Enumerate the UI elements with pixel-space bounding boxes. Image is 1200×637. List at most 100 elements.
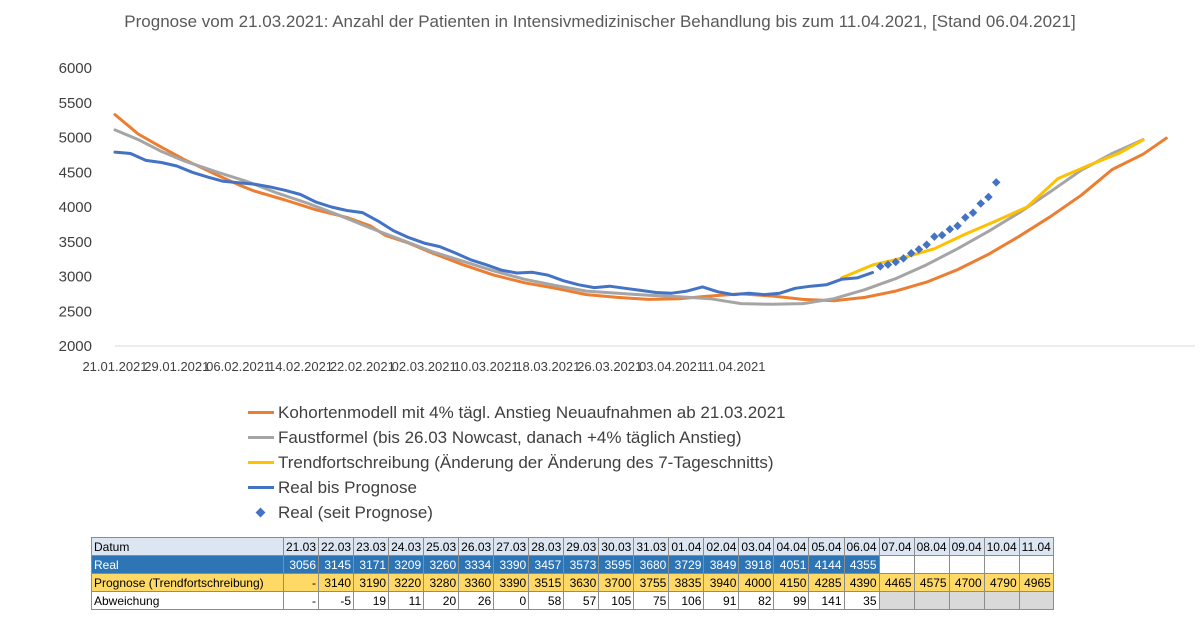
table-cell: 28.03 bbox=[528, 537, 565, 556]
legend-label-real-bis-prognose: Real bis Prognose bbox=[278, 477, 417, 497]
table-cell: 21.03 bbox=[282, 537, 320, 556]
series-marker-point bbox=[945, 224, 955, 234]
legend-item-kohortenmodell: Kohortenmodell mit 4% tägl. Anstieg Neua… bbox=[248, 400, 786, 425]
x-tick-label: 11.04.2021 bbox=[701, 359, 765, 374]
table-cell: 10.04 bbox=[983, 537, 1020, 556]
table-cell bbox=[983, 555, 1020, 574]
x-tick-label: 18.03.2021 bbox=[515, 359, 580, 374]
line-chart: 2000 2500 3000 3500 4000 4500 5000 5500 6000 21.… bbox=[59, 60, 1195, 374]
table-cell: 57 bbox=[563, 591, 600, 610]
series-marker-point bbox=[968, 208, 978, 217]
series-marker-point bbox=[930, 232, 939, 241]
table-cell: 23.03 bbox=[353, 537, 390, 556]
table-cell: 99 bbox=[773, 591, 810, 610]
table-cell: 4144 bbox=[808, 555, 845, 574]
legend-label-faustformel: Faustformel (bis 26.03 Nowcast, danach +… bbox=[278, 427, 742, 447]
legend-label-trendfortschreibung: Trendfortschreibung (Änderung der Änderu… bbox=[278, 452, 774, 472]
table-cell: 3280 bbox=[423, 573, 460, 592]
table-cell: 4390 bbox=[843, 573, 880, 592]
table-cell: 25.03 bbox=[423, 537, 460, 556]
table-cell: 3515 bbox=[528, 573, 565, 592]
table-cell: 3630 bbox=[563, 573, 600, 592]
table-cell bbox=[1018, 555, 1054, 574]
series-line-1 bbox=[113, 128, 1145, 306]
series-marker-point bbox=[984, 192, 993, 202]
series-marker-point bbox=[937, 230, 947, 240]
chart-title: Prognose vom 21.03.2021: Anzahl der Pati… bbox=[124, 12, 1076, 31]
table-cell: 3755 bbox=[633, 573, 670, 592]
legend-item-real-bis-prognose: Real bis Prognose bbox=[248, 475, 786, 500]
y-tick-label: 2000 bbox=[59, 338, 92, 355]
table-cell: 3729 bbox=[668, 555, 705, 574]
table-cell: 4285 bbox=[808, 573, 845, 592]
table-row-prognose: Prognose (Trendfortschreibung) -3140 3190 3… bbox=[91, 573, 1054, 592]
x-tick-label: 10.03.2021 bbox=[454, 359, 519, 374]
table-cell bbox=[913, 555, 950, 574]
table-cell: 4355 bbox=[843, 555, 880, 574]
series-marker-point bbox=[876, 262, 885, 271]
table-row-label: Prognose (Trendfortschreibung) bbox=[91, 573, 284, 592]
table-cell: 58 bbox=[528, 591, 565, 610]
table-cell: 06.04 bbox=[843, 537, 880, 556]
table-cell: 29.03 bbox=[563, 537, 600, 556]
y-axis: 2000 2500 3000 3500 4000 4500 5000 5500 6000 bbox=[59, 60, 92, 355]
y-tick-label: 4500 bbox=[59, 164, 92, 181]
table-cell: 82 bbox=[738, 591, 775, 610]
table-cell: 141 bbox=[808, 591, 845, 610]
table-cell bbox=[948, 591, 985, 610]
table-cell: 3918 bbox=[738, 555, 775, 574]
table-header-row: Datum 21.03 22.03 23.03 24.03 25.03 26.03 27.03… bbox=[91, 537, 1054, 556]
table-cell: 24.03 bbox=[388, 537, 425, 556]
table-cell: 3700 bbox=[598, 573, 635, 592]
legend-item-faustformel: Faustformel (bis 26.03 Nowcast, danach +… bbox=[248, 425, 786, 450]
x-tick-label: 22.02.2021 bbox=[330, 359, 395, 374]
table-row-label: Datum bbox=[91, 537, 284, 556]
y-tick-label: 3000 bbox=[59, 269, 92, 286]
table-cell: 3209 bbox=[388, 555, 425, 574]
table-cell: 91 bbox=[703, 591, 740, 610]
table-cell: 75 bbox=[633, 591, 670, 610]
table-cell: 3220 bbox=[388, 573, 425, 592]
legend: Kohortenmodell mit 4% tägl. Anstieg Neua… bbox=[248, 400, 786, 525]
table-cell: 11 bbox=[388, 591, 425, 610]
table-cell: 3190 bbox=[353, 573, 390, 592]
table-cell bbox=[913, 591, 950, 610]
table-cell: 30.03 bbox=[598, 537, 635, 556]
series-marker-point bbox=[961, 213, 970, 222]
table-cell: 3457 bbox=[528, 555, 565, 574]
legend-swatch-trendfortschreibung bbox=[248, 461, 274, 464]
table-cell: 02.04 bbox=[703, 537, 740, 556]
x-tick-label: 14.02.2021 bbox=[268, 359, 333, 374]
table-cell: 4000 bbox=[738, 573, 775, 592]
table-cell: 3680 bbox=[633, 555, 670, 574]
table-cell: 11.04 bbox=[1018, 537, 1054, 556]
series-line-0 bbox=[113, 113, 1168, 303]
table-cell bbox=[1018, 591, 1054, 610]
y-tick-label: 3500 bbox=[59, 234, 92, 251]
table-cell: 4700 bbox=[948, 573, 985, 592]
table-cell: 04.04 bbox=[773, 537, 810, 556]
y-tick-label: 6000 bbox=[59, 60, 92, 77]
series-layer bbox=[113, 113, 1168, 306]
table-cell: 07.04 bbox=[878, 537, 915, 556]
table-row-label: Abweichung bbox=[91, 591, 284, 610]
legend-swatch-faustformel bbox=[248, 436, 274, 439]
table-cell: 106 bbox=[668, 591, 705, 610]
y-tick-label: 5000 bbox=[59, 130, 92, 147]
y-tick-label: 2500 bbox=[59, 303, 92, 320]
legend-marker-real-seit-prognose bbox=[248, 507, 274, 519]
series-marker-point bbox=[976, 199, 986, 208]
x-tick-label: 29.01.2021 bbox=[144, 359, 209, 374]
series-marker-point bbox=[922, 240, 931, 249]
series-marker-point bbox=[899, 254, 908, 263]
x-tick-label: 03.04.2021 bbox=[639, 359, 704, 374]
table-cell: 35 bbox=[843, 591, 880, 610]
legend-item-trendfortschreibung: Trendfortschreibung (Änderung der Änderu… bbox=[248, 450, 786, 475]
x-tick-label: 21.01.2021 bbox=[82, 359, 147, 374]
table-cell: 01.04 bbox=[668, 537, 705, 556]
data-table: Datum 21.03 22.03 23.03 24.03 25.03 26.03 27.03… bbox=[91, 537, 1054, 610]
table-cell: -5 bbox=[318, 591, 355, 610]
series-marker-point bbox=[953, 221, 962, 231]
table-cell: 3835 bbox=[668, 573, 705, 592]
table-cell: 3056 bbox=[282, 555, 320, 574]
